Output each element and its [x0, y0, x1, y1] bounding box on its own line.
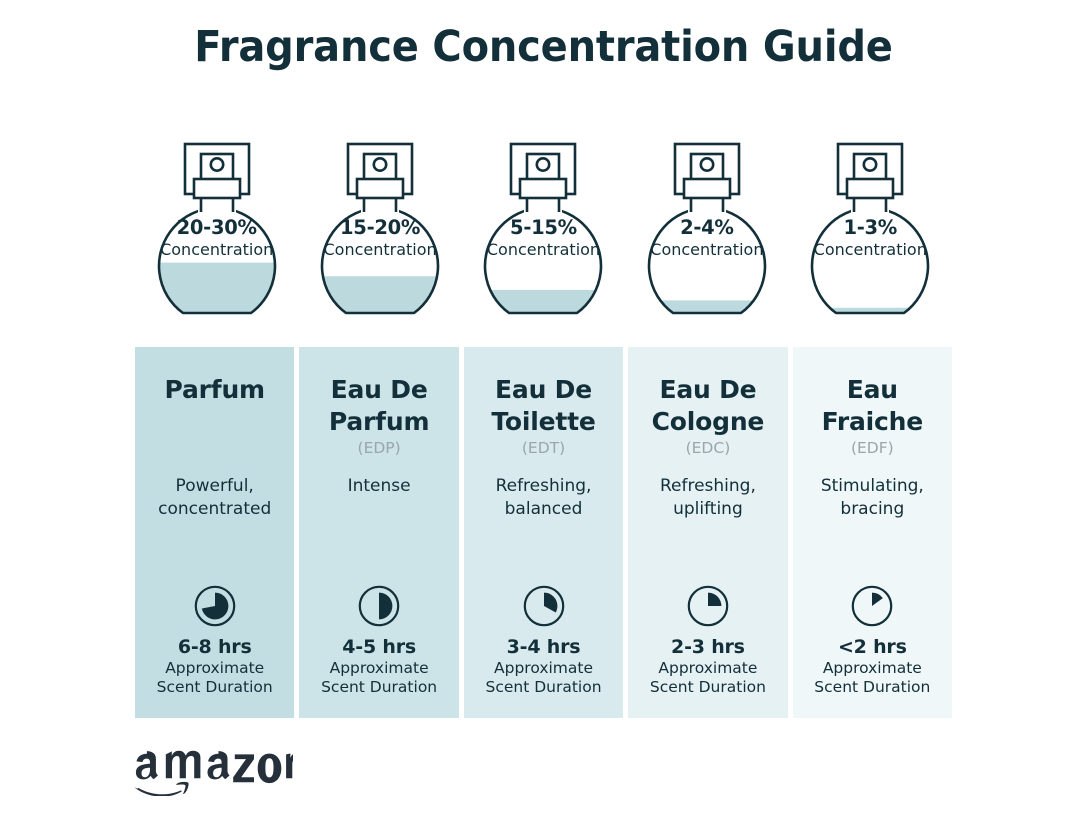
card-title: Eau Fraiche: [821, 375, 924, 436]
bottle-collar: [192, 177, 241, 200]
concentration-card[interactable]: Eau De Parfum (EDP) Intense 4-5 hrs Approxim…: [299, 347, 459, 718]
bottle-nozzle-icon: [862, 156, 878, 172]
bottle-liquid-fill: [322, 276, 439, 313]
concentration-card[interactable]: Eau De Cologne (EDC) Refreshing, uplifting 2…: [628, 347, 788, 718]
bottle-illustration: [810, 142, 930, 315]
bottle-collar: [519, 177, 568, 200]
bottle-nozzle-icon: [209, 156, 225, 172]
card-description: Refreshing, balanced: [495, 476, 592, 519]
clock-pie-icon: [852, 585, 893, 627]
card-description: Refreshing, uplifting: [659, 476, 756, 519]
card-duration-caption: Approximate Scent Duration: [321, 659, 438, 697]
card-abbreviation: (EDF): [850, 439, 894, 457]
bottle-illustration: [157, 142, 276, 315]
concentration-card[interactable]: Eau Fraiche (EDF) Stimulating, bracing <2 hr…: [792, 347, 953, 718]
card-description: Intense: [347, 476, 411, 496]
bottle-collar: [845, 177, 895, 200]
card-duration-caption: Approximate Scent Duration: [814, 659, 931, 697]
bottle-nozzle-icon: [372, 156, 388, 172]
bottle-5: 1-3% Concentration: [789, 138, 952, 338]
bottle-collar: [682, 177, 732, 200]
card-title: Eau De Toilette: [491, 375, 596, 436]
bottle-liquid-fill: [812, 307, 929, 313]
card-description: Powerful, concentrated: [158, 476, 272, 519]
duration-pie-wrapper: [523, 585, 565, 631]
card-description: Stimulating, bracing: [820, 476, 924, 519]
amazon-logo: [133, 744, 305, 797]
bottle-row: 20-30% Concentration 15-20% Concentration 5-…: [135, 138, 952, 338]
page-title: Fragrance Concentration Guide: [194, 22, 893, 72]
card-duration-hours: 6-8 hrs: [177, 636, 252, 658]
card-title: Eau De Cologne: [651, 375, 765, 436]
duration-block: 6-8 hrs Approximate Scent Duration: [135, 636, 294, 698]
card-duration-caption: Approximate Scent Duration: [649, 659, 766, 697]
bottle-collar: [355, 177, 405, 200]
card-duration-caption: Approximate Scent Duration: [156, 659, 273, 697]
clock-pie-icon: [194, 585, 236, 627]
bottle-4: 2-4% Concentration: [625, 138, 788, 338]
bottle-2: 15-20% Concentration: [298, 138, 461, 338]
duration-block: <2 hrs Approximate Scent Duration: [793, 636, 952, 698]
duration-pie-wrapper: [687, 585, 729, 631]
card-duration-hours: 2-3 hrs: [671, 636, 745, 658]
duration-pie-wrapper: [358, 585, 400, 631]
duration-pie-wrapper: [194, 585, 236, 631]
bottle-3: 5-15% Concentration: [462, 138, 625, 338]
bottle-1: 20-30% Concentration: [135, 138, 298, 338]
bottle-illustration: [484, 142, 603, 315]
bottle-body-outline: [810, 206, 930, 315]
duration-block: 3-4 hrs Approximate Scent Duration: [464, 636, 623, 698]
card-abbreviation: (EDT): [521, 439, 566, 457]
card-duration-hours: <2 hrs: [837, 636, 907, 658]
card-duration-hours: 4-5 hrs: [342, 636, 416, 658]
duration-block: 4-5 hrs Approximate Scent Duration: [299, 636, 458, 698]
card-duration-caption: Approximate Scent Duration: [485, 659, 602, 697]
concentration-card-row: Parfum Powerful, concentrated 6-8 hrs Approx…: [135, 347, 953, 718]
bottle-liquid-fill: [485, 289, 602, 313]
bottle-nozzle-icon: [535, 156, 551, 172]
bottle-illustration: [320, 142, 440, 315]
bottle-illustration: [647, 142, 767, 315]
concentration-card[interactable]: Parfum Powerful, concentrated 6-8 hrs Approx…: [135, 347, 295, 718]
clock-pie-icon: [358, 585, 400, 627]
card-title: Eau De Parfum: [328, 375, 430, 436]
card-title: Parfum: [164, 375, 266, 404]
duration-block: 2-3 hrs Approximate Scent Duration: [628, 636, 787, 698]
bottle-liquid-fill: [648, 300, 765, 313]
bottle-nozzle-icon: [699, 156, 715, 172]
card-abbreviation: (EDP): [357, 439, 401, 457]
bottle-liquid-fill: [158, 262, 275, 313]
clock-pie-icon: [523, 585, 564, 627]
bottle-body-outline: [647, 206, 767, 315]
duration-pie-wrapper: [851, 585, 893, 631]
concentration-card[interactable]: Eau De Toilette (EDT) Refreshing, balanced 3…: [463, 347, 624, 718]
card-abbreviation: (EDC): [685, 439, 731, 457]
card-duration-hours: 3-4 hrs: [506, 636, 581, 658]
clock-pie-icon: [687, 585, 729, 627]
